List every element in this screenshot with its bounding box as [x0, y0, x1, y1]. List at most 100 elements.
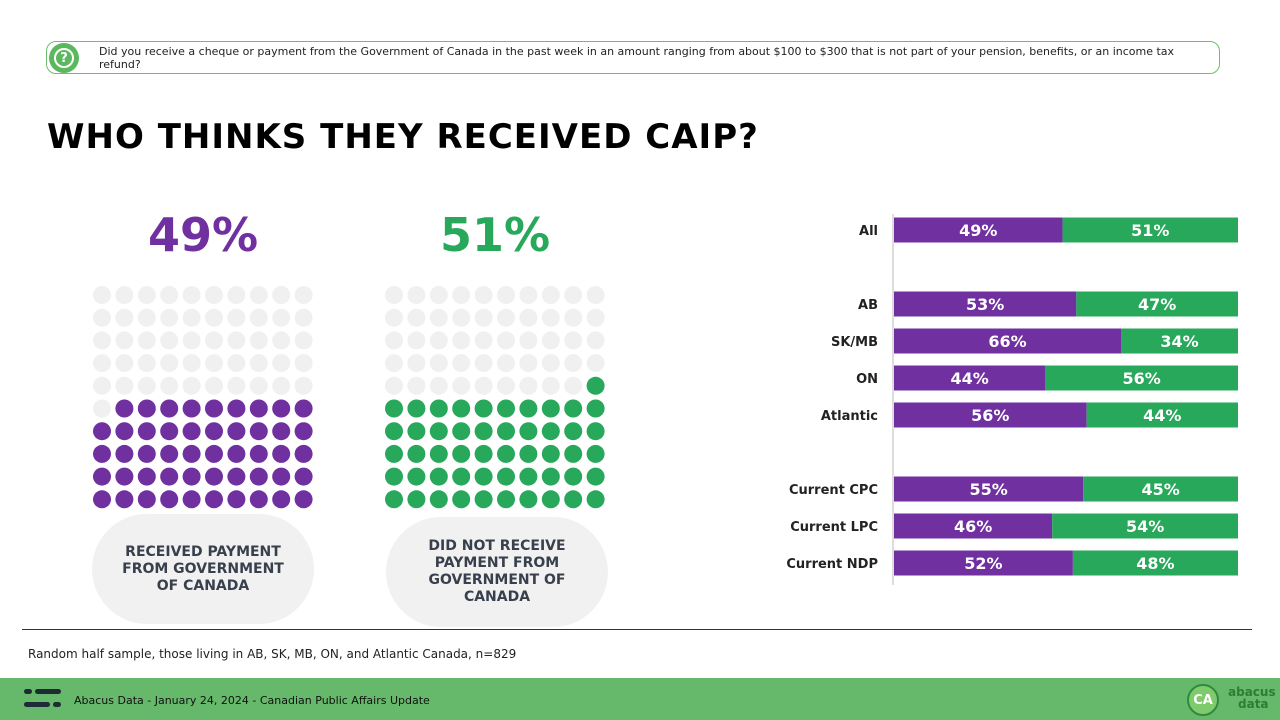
not-received-dot-empty	[586, 354, 605, 373]
not-received-dot-empty	[452, 376, 471, 395]
category-label: Current CPC	[789, 483, 878, 498]
not-received-dot-filled	[564, 399, 583, 418]
received-label: RECEIVED PAYMENT FROM GOVERNMENT OF CANA…	[92, 514, 314, 624]
not-received-dot-filled	[497, 444, 515, 463]
not-received-dot-filled	[541, 467, 560, 486]
received-dot-filled	[205, 422, 223, 441]
bar-segment	[894, 217, 1063, 243]
not-received-dot-filled	[586, 422, 605, 441]
not-received-dot-empty	[385, 308, 403, 327]
received-dot-filled	[93, 467, 111, 486]
received-dot-empty	[294, 331, 313, 350]
bar-data-label: 44%	[951, 369, 989, 388]
not-received-dot-empty	[541, 308, 560, 327]
bar-data-label: 56%	[971, 406, 1009, 425]
received-dot-filled	[160, 444, 179, 463]
received-dot-empty	[205, 286, 223, 304]
not-received-dot-filled	[497, 490, 515, 509]
received-percent: 49%	[147, 208, 259, 262]
not-received-dot-empty	[452, 308, 471, 327]
not-received-dot-filled	[385, 422, 403, 441]
received-dot-filled	[272, 467, 291, 486]
received-dot-empty	[93, 354, 111, 373]
bar-segment	[1083, 476, 1238, 502]
received-dot-empty	[93, 399, 111, 418]
received-dot-empty	[227, 286, 246, 304]
not-received-dot-empty	[452, 331, 471, 350]
bar-segment	[1072, 550, 1238, 576]
received-dot-filled	[115, 490, 134, 509]
not-received-dot-empty	[407, 331, 426, 350]
received-dot-filled	[160, 467, 179, 486]
not-received-dot-empty	[474, 376, 493, 395]
not-received-dot-empty	[429, 308, 448, 327]
not-received-dot-empty	[429, 354, 448, 373]
sample-note: Random half sample, those living in AB, …	[28, 647, 517, 661]
not-received-dot-filled	[497, 399, 515, 418]
not-received-dot-filled	[586, 444, 605, 463]
bar-segment	[894, 291, 1077, 317]
not-received-dot-empty	[385, 331, 403, 350]
category-label: Current LPC	[790, 520, 878, 535]
bar-data-label: 54%	[1126, 517, 1164, 536]
not-received-dot-empty	[541, 286, 560, 304]
not-received-dot-empty	[564, 308, 583, 327]
not-received-dot-empty	[474, 286, 493, 304]
not-received-dot-filled	[519, 467, 538, 486]
received-dot-empty	[182, 331, 201, 350]
received-dot-empty	[160, 376, 179, 395]
bar-segment	[894, 550, 1073, 576]
received-dot-empty	[115, 308, 134, 327]
received-dot-filled	[182, 422, 201, 441]
not-received-dot-filled	[429, 422, 448, 441]
not-received-dot-filled	[429, 399, 448, 418]
received-dot-filled	[182, 467, 201, 486]
received-dot-filled	[137, 422, 156, 441]
received-dot-filled	[272, 444, 291, 463]
not-received-dot-filled	[586, 376, 605, 395]
received-dot-filled	[249, 467, 268, 486]
bar-segment	[894, 476, 1084, 502]
received-dot-empty	[182, 286, 201, 304]
bar-segment	[894, 328, 1122, 354]
not-received-dot-empty	[452, 286, 471, 304]
not-received-dot-filled	[474, 399, 493, 418]
not-received-dot-filled	[541, 490, 560, 509]
not-received-dot-empty	[429, 286, 448, 304]
received-dot-empty	[115, 354, 134, 373]
received-dot-empty	[227, 376, 246, 395]
received-dot-empty	[160, 286, 179, 304]
bar-segment	[894, 513, 1053, 539]
received-dot-empty	[137, 331, 156, 350]
not-received-dot-filled	[407, 490, 426, 509]
bar-segment	[894, 365, 1046, 391]
received-dot-empty	[182, 376, 201, 395]
not-received-label: DID NOT RECEIVE PAYMENT FROM GOVERNMENT …	[386, 517, 608, 627]
not-received-dot-filled	[452, 467, 471, 486]
received-dot-empty	[137, 354, 156, 373]
received-dot-filled	[160, 399, 179, 418]
received-dot-filled	[272, 399, 291, 418]
category-label: Current NDP	[786, 557, 878, 572]
received-dot-filled	[205, 467, 223, 486]
bar-data-label: 48%	[1136, 554, 1174, 573]
divider	[22, 629, 1252, 630]
received-dot-empty	[272, 354, 291, 373]
category-label: All	[859, 224, 878, 239]
not-received-dot-filled	[429, 490, 448, 509]
received-dot-filled	[272, 490, 291, 509]
received-dot-empty	[227, 331, 246, 350]
abacus-data-logo: abacus data	[1228, 686, 1276, 710]
not-received-dot-filled	[452, 422, 471, 441]
not-received-dot-empty	[497, 376, 515, 395]
not-received-dot-empty	[497, 308, 515, 327]
not-received-dot-filled	[407, 399, 426, 418]
category-label: ON	[856, 372, 878, 387]
received-dot-filled	[227, 444, 246, 463]
received-dot-filled	[272, 422, 291, 441]
not-received-dot-empty	[474, 308, 493, 327]
bar-data-label: 45%	[1141, 480, 1179, 499]
received-dot-empty	[205, 354, 223, 373]
received-dot-empty	[137, 286, 156, 304]
